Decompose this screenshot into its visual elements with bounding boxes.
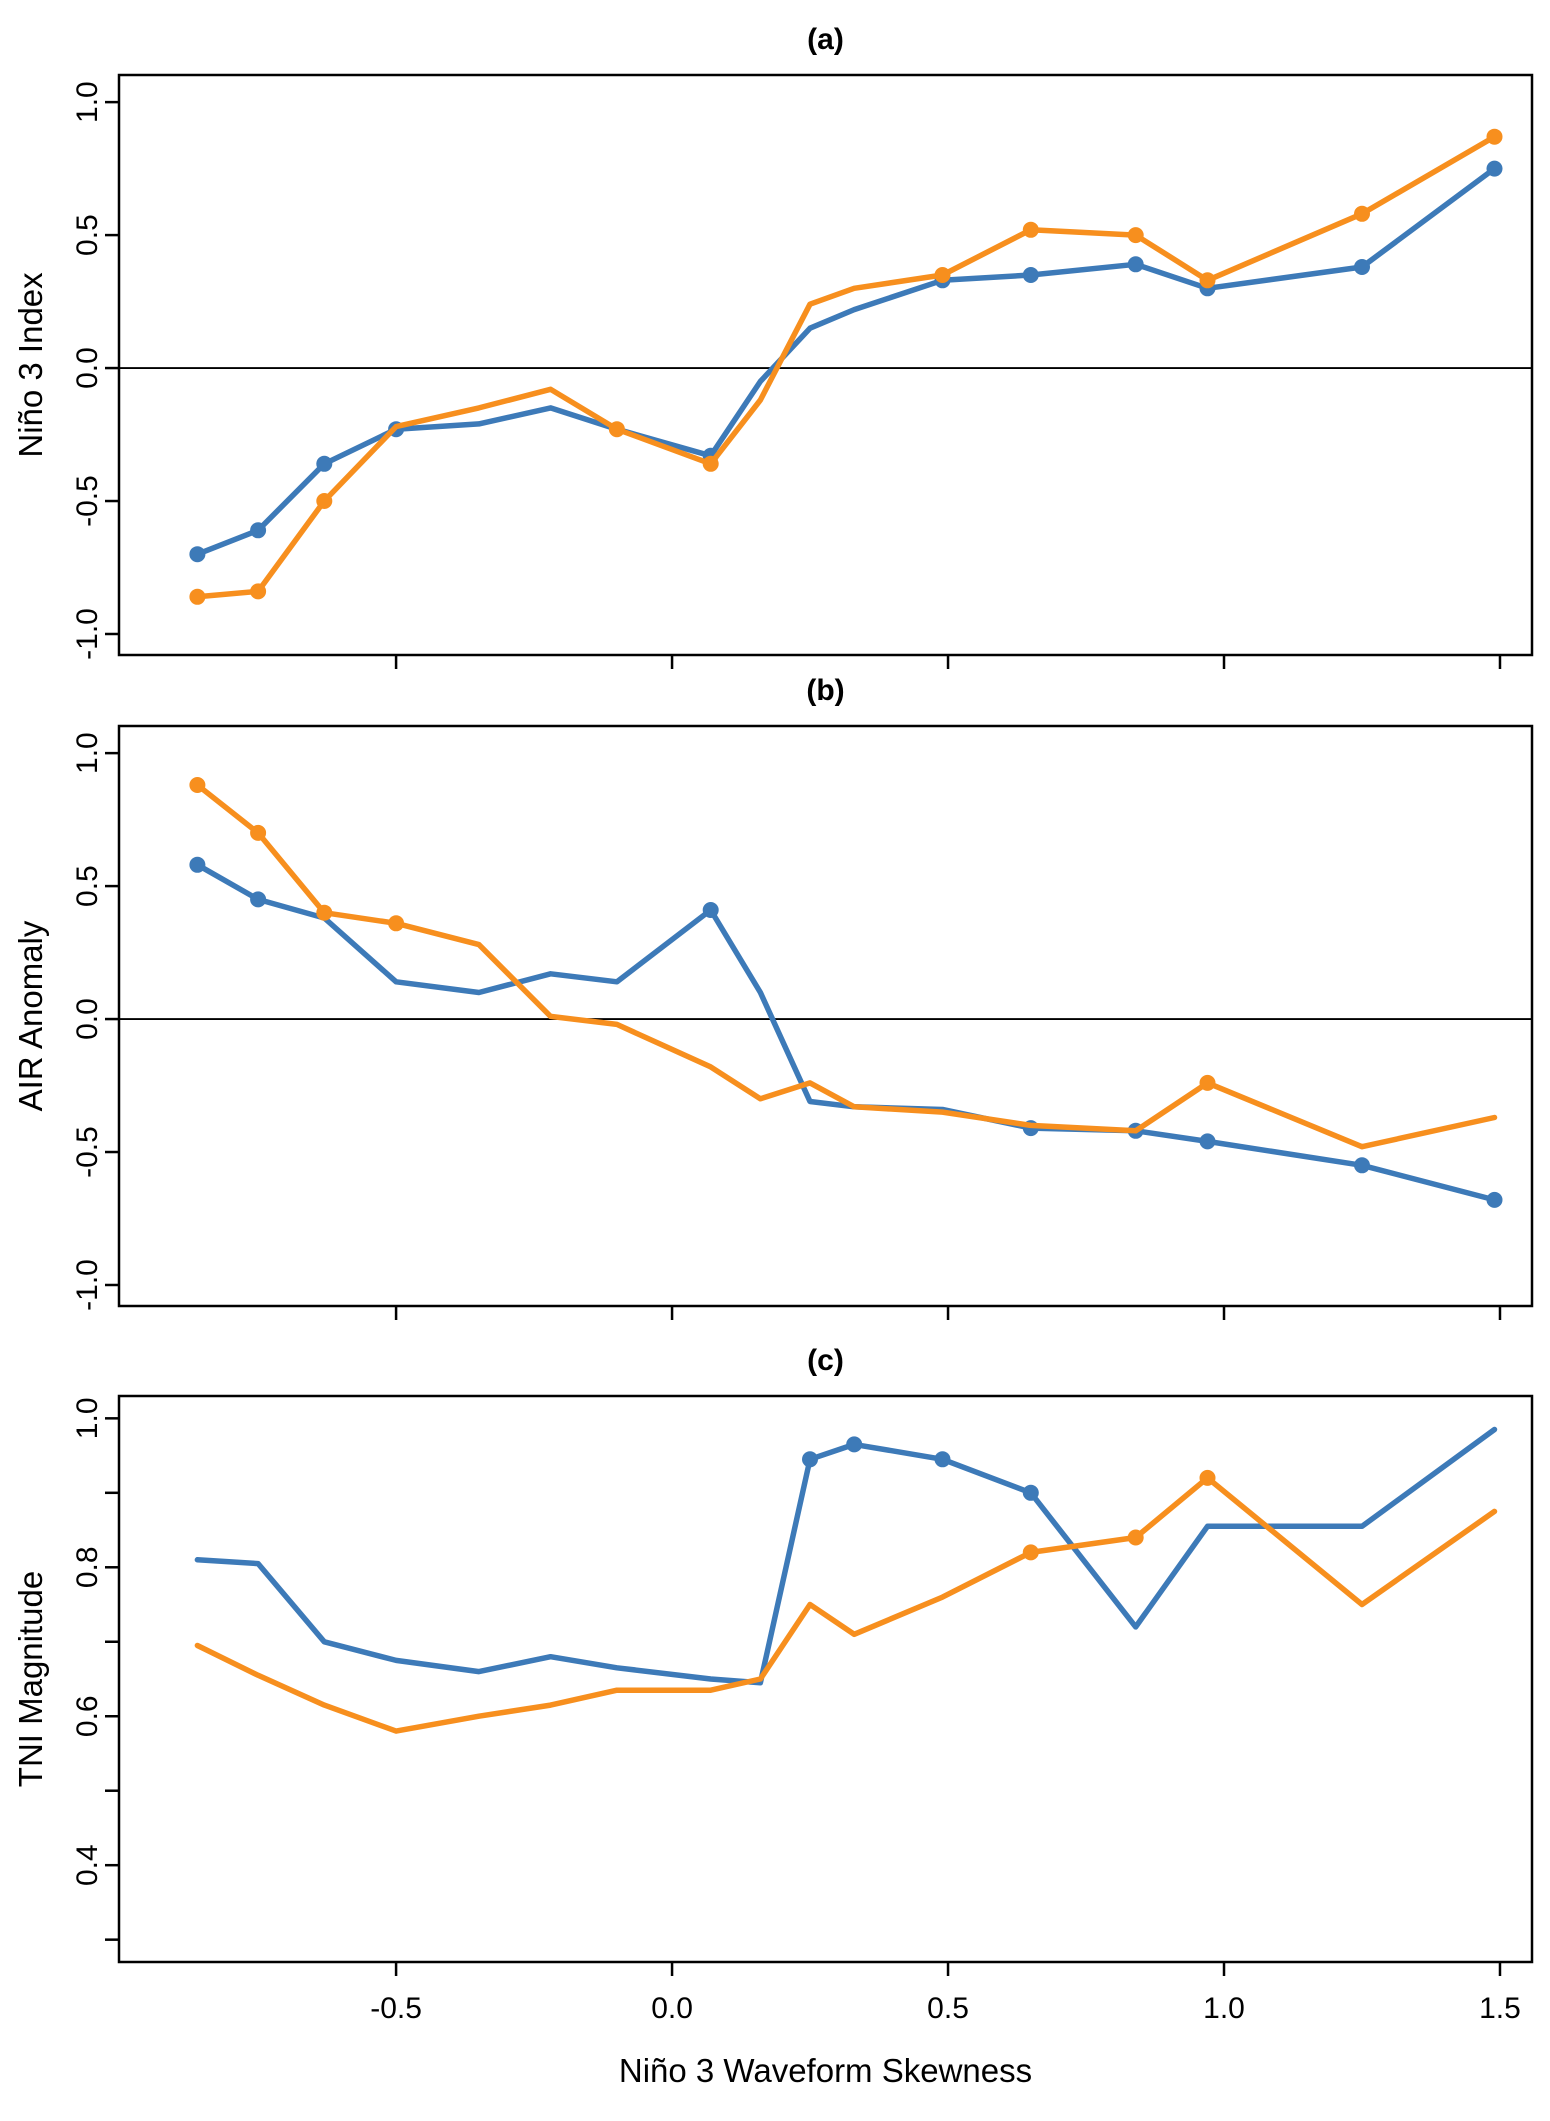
- data-point-marker: [189, 856, 206, 873]
- panel-border: [117, 1394, 1534, 1964]
- data-point-marker: [1022, 267, 1039, 283]
- data-point-marker: [1127, 256, 1144, 273]
- y-tick-label: 1.0: [71, 1397, 104, 1439]
- data-point-marker: [1486, 160, 1503, 177]
- panel-title: (a): [807, 23, 844, 56]
- y-tick-label: 0.4: [71, 1844, 104, 1886]
- y-tick-label: 1.0: [71, 732, 104, 774]
- data-point-marker: [1022, 221, 1039, 238]
- data-point-marker: [1354, 205, 1370, 222]
- data-point-marker: [1022, 1544, 1039, 1561]
- data-point-marker: [388, 915, 405, 932]
- data-point-marker: [250, 824, 267, 841]
- x-axis-title: Niño 3 Waveform Skewness: [619, 2052, 1032, 2089]
- data-point-marker: [1199, 1133, 1216, 1150]
- y-tick-label: -1.0: [71, 608, 104, 660]
- data-point-marker: [316, 455, 333, 472]
- data-point-marker: [1199, 1469, 1216, 1486]
- panel-c: (c) TNI Magnitude 1.0 0.8 0.6 0.4: [12, 1344, 1534, 1976]
- data-point-marker: [934, 1451, 951, 1468]
- series-orange-line: [194, 1475, 1498, 1734]
- data-point-marker: [316, 493, 333, 509]
- data-point-marker: [1354, 259, 1370, 275]
- data-point-marker: [250, 891, 267, 908]
- y-axis-title: AIR Anomaly: [12, 920, 49, 1111]
- x-tick-label: -0.5: [370, 1992, 422, 2025]
- panel-border: [117, 73, 1534, 657]
- data-point-marker: [316, 904, 333, 921]
- data-point-marker: [846, 1436, 863, 1453]
- y-axis-title: TNI Magnitude: [12, 1571, 49, 1787]
- y-tick-label: 1.0: [71, 81, 104, 123]
- panel-b: (b) AIR Anomaly 1.0 0.5 0.0 -0.5 -1.0: [12, 674, 1534, 1320]
- data-point-marker: [189, 777, 206, 793]
- data-point-marker: [802, 1451, 818, 1468]
- y-tick-label: 0.0: [71, 347, 104, 389]
- y-tick-label: 0.5: [71, 865, 104, 907]
- y-tick-label: -0.5: [71, 1126, 104, 1178]
- data-point-marker: [1354, 1157, 1370, 1174]
- data-point-marker: [250, 583, 267, 600]
- x-tick-label: 0.0: [651, 1992, 693, 2025]
- data-point-marker: [1486, 128, 1503, 145]
- series-blue-line: [194, 165, 1498, 557]
- data-point-marker: [1199, 1074, 1216, 1091]
- y-tick-label: 0.6: [71, 1695, 104, 1737]
- panel-border: [117, 724, 1534, 1308]
- data-point-marker: [608, 421, 625, 438]
- data-point-marker: [250, 522, 267, 539]
- data-point-marker: [1127, 1529, 1144, 1546]
- data-point-marker: [189, 546, 206, 563]
- x-tick-label: 1.0: [1203, 1992, 1245, 2025]
- series-orange-line: [194, 782, 1498, 1150]
- y-tick-label: -1.0: [71, 1259, 104, 1311]
- x-tick-label: 1.5: [1479, 1992, 1521, 2025]
- y-tick-label: 0.5: [71, 214, 104, 256]
- panel-a: (a) Niño 3 Index 1.0 0.5 0.0 -0.5 -1.0: [12, 23, 1534, 669]
- y-tick-label: 0.8: [71, 1546, 104, 1588]
- y-tick-label: -0.5: [71, 475, 104, 527]
- panel-title: (b): [806, 674, 844, 707]
- data-point-marker: [702, 902, 719, 918]
- series-blue-line: [194, 862, 1498, 1203]
- panel-title: (c): [807, 1344, 844, 1377]
- series-orange-line: [194, 133, 1498, 600]
- data-point-marker: [1022, 1484, 1039, 1501]
- x-tick-label: 0.5: [927, 1992, 969, 2025]
- data-point-marker: [1486, 1191, 1503, 1208]
- data-point-marker: [189, 588, 206, 605]
- data-point-marker: [1127, 227, 1144, 244]
- series-blue-line: [194, 1426, 1498, 1686]
- y-tick-label: 0.0: [71, 998, 104, 1040]
- data-point-marker: [934, 267, 951, 283]
- y-axis-title: Niño 3 Index: [12, 272, 49, 458]
- data-point-marker: [702, 455, 719, 472]
- data-point-marker: [1199, 272, 1216, 289]
